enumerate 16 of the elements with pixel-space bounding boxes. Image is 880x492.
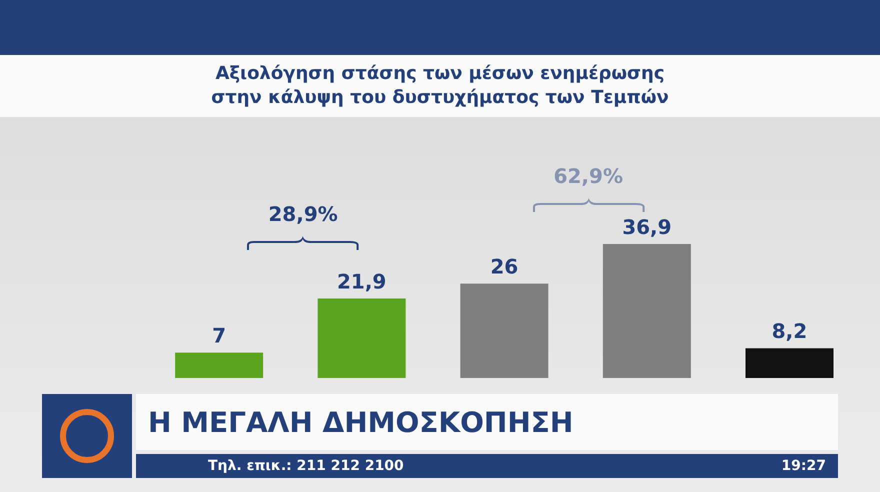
text: Η ΜΕΓΑΛΗ ΔΗΜΟΣΚΟΠΗΣΗ bbox=[136, 394, 838, 450]
data-label: 36,9 bbox=[622, 215, 672, 239]
bar bbox=[318, 298, 406, 378]
chart-title: Αξιολόγηση στάσης των μέσων ενημέρωσης στην κάλυψη του δυστυχήματος των Τεμπών bbox=[210, 62, 670, 110]
bar bbox=[175, 352, 264, 378]
bar bbox=[745, 348, 834, 378]
data-label: 7 bbox=[212, 324, 226, 348]
text: 28,9% bbox=[267, 202, 339, 226]
data-label: 26 bbox=[490, 254, 518, 279]
data-label: 21,9 bbox=[337, 269, 386, 294]
bar bbox=[460, 284, 548, 378]
data-label: 8,2 bbox=[772, 319, 808, 344]
text: 19:27 bbox=[781, 458, 826, 474]
text: 62,9% bbox=[552, 164, 624, 188]
bar bbox=[602, 244, 691, 378]
text: Τηλ. επικ.: 211 212 2100 bbox=[208, 458, 404, 474]
